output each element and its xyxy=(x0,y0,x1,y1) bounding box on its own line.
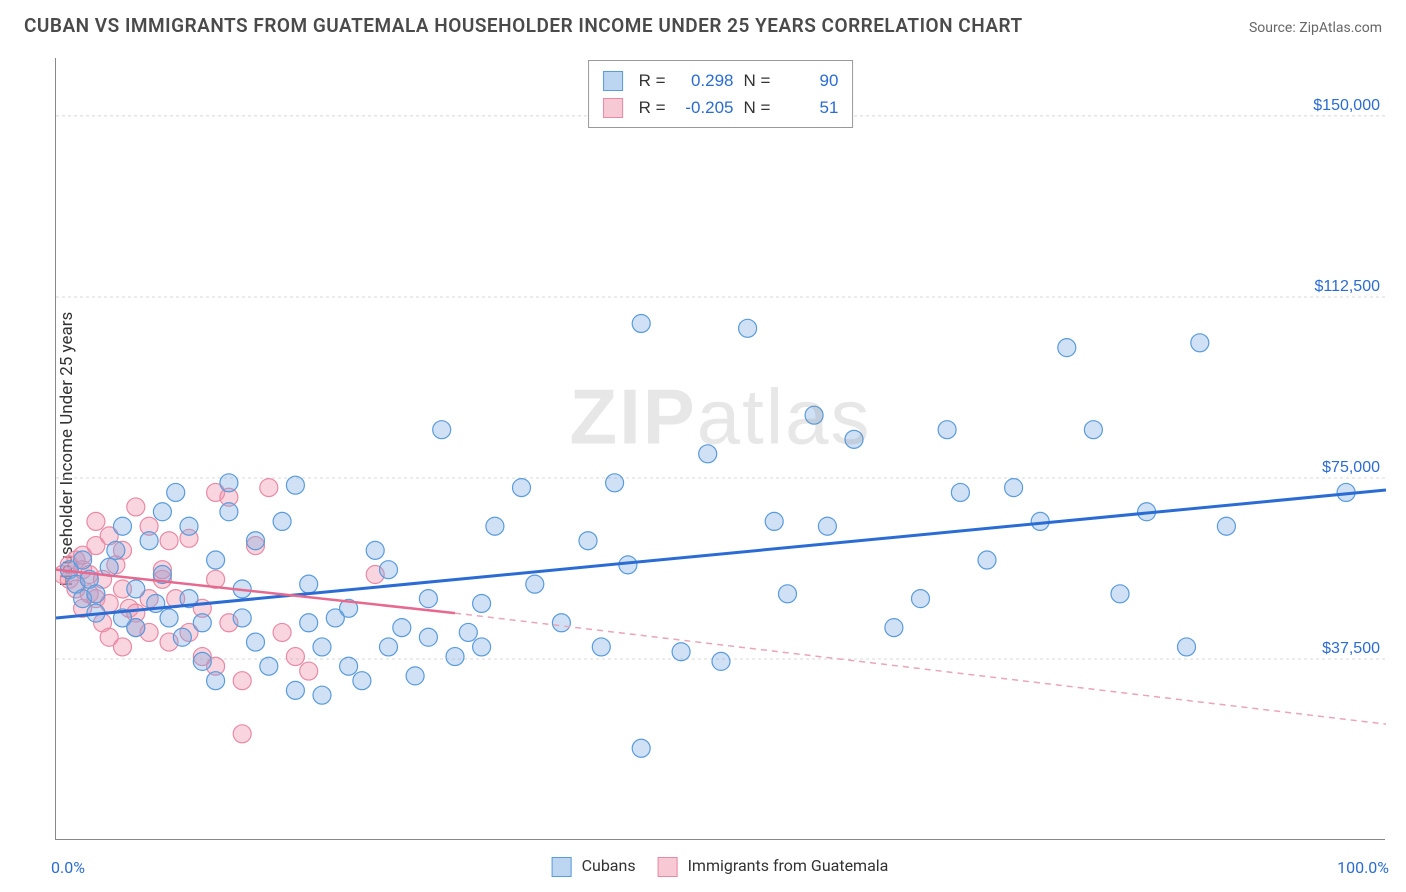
stats-row-guatemala: R = -0.205 N = 51 xyxy=(603,94,839,121)
legend-item-cubans: Cubans xyxy=(552,856,636,877)
n-value-guatemala: 51 xyxy=(780,94,838,121)
x-axis-min-label: 0.0% xyxy=(51,858,85,877)
r-label: R = xyxy=(639,94,666,121)
legend-label-guatemala: Immigrants from Guatemala xyxy=(688,856,889,875)
source-label: Source: ZipAtlas.com xyxy=(1249,20,1382,36)
stats-row-cubans: R = 0.298 N = 90 xyxy=(603,67,839,94)
swatch-cubans-icon xyxy=(603,71,623,91)
stats-box: R = 0.298 N = 90 R = -0.205 N = 51 xyxy=(588,60,854,128)
legend-label-cubans: Cubans xyxy=(582,856,636,875)
r-value-guatemala: -0.205 xyxy=(676,94,734,121)
n-label: N = xyxy=(744,67,771,94)
swatch-guatemala-icon xyxy=(658,857,678,877)
svg-text:$75,000: $75,000 xyxy=(1322,459,1380,476)
swatch-cubans-icon xyxy=(552,857,572,877)
svg-text:$37,500: $37,500 xyxy=(1322,640,1380,657)
chart-title: CUBAN VS IMMIGRANTS FROM GUATEMALA HOUSE… xyxy=(24,14,1023,37)
r-label: R = xyxy=(639,67,666,94)
r-value-cubans: 0.298 xyxy=(676,67,734,94)
legend-item-guatemala: Immigrants from Guatemala xyxy=(658,856,889,877)
x-axis-max-label: 100.0% xyxy=(1337,858,1389,877)
scatter-chart: $37,500 $75,000 $112,500 $150,000 xyxy=(56,58,1386,840)
svg-text:$112,500: $112,500 xyxy=(1314,278,1380,295)
n-value-cubans: 90 xyxy=(780,67,838,94)
swatch-guatemala-icon xyxy=(603,98,623,118)
plot-area: $37,500$75,000$112,500$150,000 ZIPatlas … xyxy=(55,58,1385,840)
bottom-legend: Cubans Immigrants from Guatemala xyxy=(552,856,889,877)
n-label: N = xyxy=(744,94,771,121)
svg-text:$150,000: $150,000 xyxy=(1313,97,1380,114)
chart-container: Householder Income Under 25 years $37,50… xyxy=(55,58,1385,840)
